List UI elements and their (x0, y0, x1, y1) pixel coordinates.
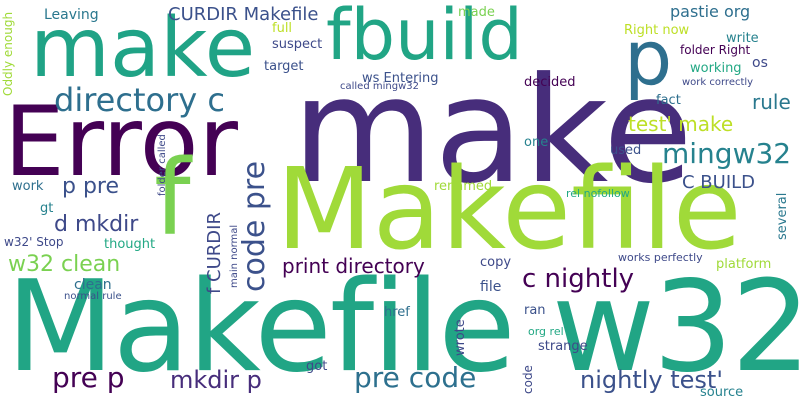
word-mkdir-p: mkdir p (170, 368, 262, 392)
word-clean: clean (74, 278, 112, 292)
word-several: several (776, 193, 789, 240)
word-suspect: suspect (272, 38, 322, 51)
word-ran: ran (524, 304, 546, 317)
word-target: target (264, 60, 304, 73)
word-renamed: renamed (434, 180, 492, 193)
word-leaving: Leaving (44, 8, 99, 22)
word-wrote: wrote (454, 319, 467, 356)
word-makefile: Makefile (276, 154, 742, 266)
word-rule: rule (752, 92, 791, 112)
word-rel-nofollow: rel nofollow (566, 188, 630, 199)
word-folder-called: folder called (158, 134, 168, 196)
word-org-rel: org rel (528, 326, 564, 337)
word-right-now: Right now (624, 24, 689, 37)
word-code: code (522, 365, 534, 394)
word-code-pre: code pre (240, 161, 270, 292)
word-works-perfectly: works perfectly (618, 252, 703, 263)
word-work: work (12, 180, 43, 193)
word-f-curdir: f CURDIR (206, 212, 224, 294)
word-called-mingw32: called mingw32 (340, 82, 419, 92)
word-p-pre: p pre (62, 176, 119, 198)
word-mingw32: mingw32 (662, 140, 791, 168)
word-got: got (306, 360, 327, 373)
word-print-directory: print directory (282, 256, 425, 276)
word-write: write (726, 32, 759, 45)
word-file: file (480, 280, 501, 294)
word-pre-p: pre p (52, 364, 125, 392)
word-oddly-enough: Oddly enough (2, 12, 14, 96)
word-os: os (752, 56, 768, 70)
word-copy: copy (480, 256, 511, 269)
word-c-nightly: c nightly (522, 266, 634, 292)
word-gt: gt (40, 202, 53, 215)
word-test-make: test' make (628, 114, 733, 134)
word-pre-code: pre code (354, 364, 476, 392)
word-thought: thought (104, 238, 155, 251)
word-w32-stop: w32' Stop (4, 236, 63, 248)
word-directory-c: directory c (54, 84, 225, 116)
word-used: used (610, 144, 641, 157)
word-normal-rule: normal rule (64, 292, 122, 302)
word-w32-clean: w32 clean (8, 254, 120, 276)
word-work-correctly: work correctly (682, 78, 753, 88)
word-full: full (272, 22, 292, 35)
word-href: href (384, 306, 410, 319)
word-platform: platform (716, 258, 771, 271)
word-made: made (458, 6, 495, 19)
word-c-build: C BUILD (682, 174, 755, 192)
word-d-mkdir: d mkdir (54, 214, 138, 236)
word-strange: strange (538, 340, 588, 353)
word-source: source (700, 386, 743, 399)
word-fact: fact (656, 94, 681, 107)
word-main-normal: main normal (230, 225, 240, 288)
word-decided: decided (524, 76, 576, 89)
word-working: working (690, 62, 742, 75)
word-one: one (524, 136, 548, 149)
word-pastie-org: pastie org (670, 4, 750, 20)
word-curdir-makefile: CURDIR Makefile (168, 6, 318, 24)
